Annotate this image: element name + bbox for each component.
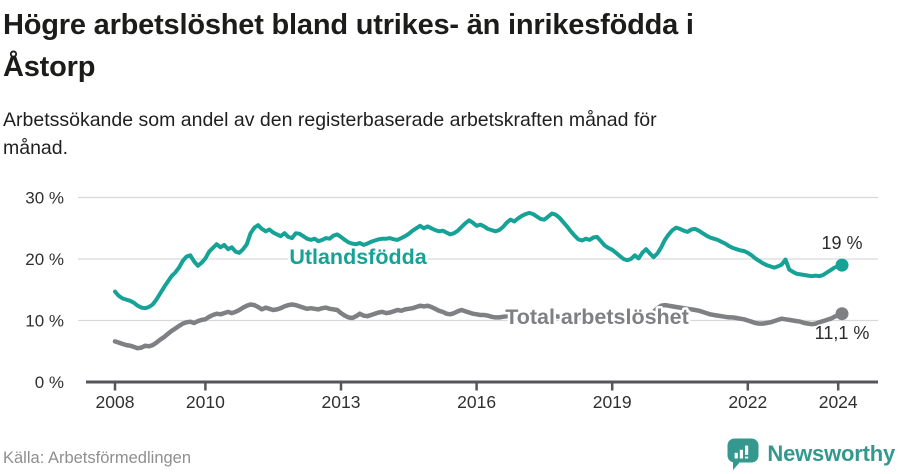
series-label-total: Total arbetslöshet — [505, 305, 689, 329]
series-end-dot — [835, 307, 849, 321]
line-chart: 0 % 10 % 20 % 30 % 2008 2010 2013 2016 2019 2022 2… — [0, 168, 900, 424]
series-label-utlandsfodda: Utlandsfödda — [289, 245, 427, 269]
series-line-utlandsfodda — [113, 210, 844, 311]
chart-canvas: 0 % 10 % 20 % 30 % 2008 2010 2013 2016 2019 2022 2… — [25, 189, 878, 412]
title-line-2: Åstorp — [3, 51, 96, 83]
x-axis-tick-label: 2010 — [186, 392, 225, 412]
y-axis-tick-label: 10 % — [25, 312, 64, 331]
x-axis-tick-label: 2019 — [593, 392, 632, 412]
x-axis-tick-label: 2024 — [819, 392, 858, 412]
x-axis-tick-label: 2022 — [728, 392, 767, 412]
series-end-value-label: 19 % — [821, 233, 862, 253]
x-axis-tick-label: 2016 — [457, 392, 496, 412]
series-line-total — [112, 302, 845, 351]
newsworthy-bubble-chart-icon — [727, 438, 759, 470]
newsworthy-logo: Newsworthy — [726, 437, 895, 471]
y-axis-tick-label: 20 % — [25, 250, 64, 269]
subtitle-line-1: Arbetssökande som andel av den registerb… — [3, 109, 657, 131]
page-title: Högre arbetslöshet bland utrikes- än inr… — [3, 4, 883, 88]
series-end-value-label: 11,1 % — [815, 323, 870, 343]
x-axis-tick-label: 2013 — [322, 392, 361, 412]
y-axis-tick-label: 0 % — [35, 373, 64, 392]
x-axis-tick-label: 2008 — [96, 392, 135, 412]
chart-subtitle: Arbetssökande som andel av den registerb… — [3, 106, 863, 162]
subtitle-line-2: månad. — [3, 137, 69, 159]
newsworthy-logo-text: Newsworthy — [767, 441, 895, 466]
title-line-1: Högre arbetslöshet bland utrikes- än inr… — [3, 9, 694, 41]
y-axis-tick-label: 30 % — [25, 189, 64, 208]
source-attribution: Källa: Arbetsförmedlingen — [3, 449, 192, 467]
series-end-dot — [835, 258, 849, 272]
